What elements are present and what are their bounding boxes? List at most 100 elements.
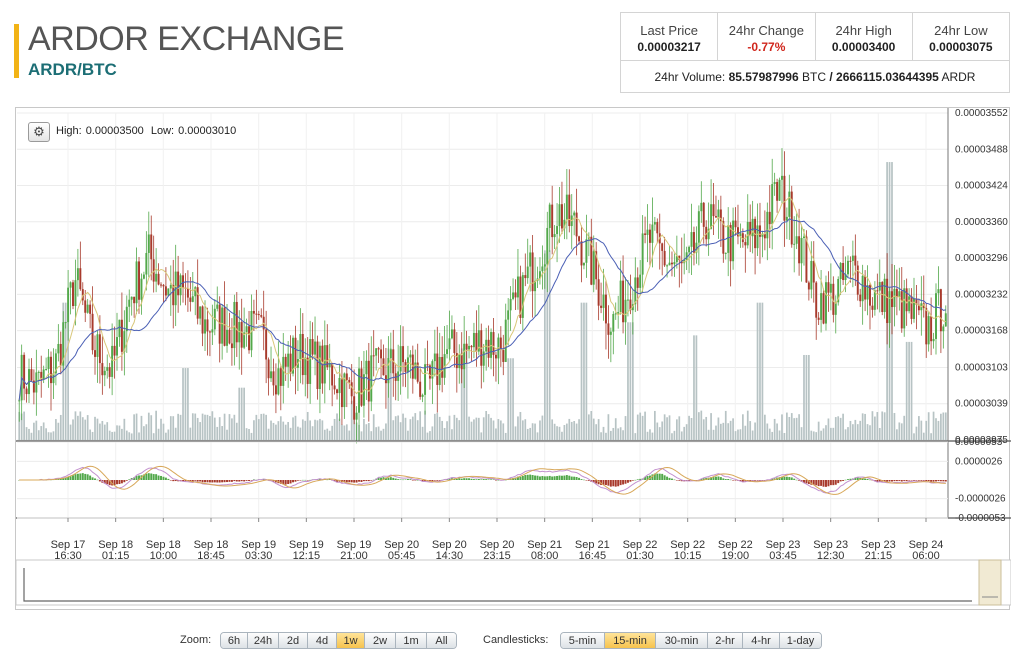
zoom-button-1m[interactable]: 1m	[396, 633, 427, 648]
volume-bar	[421, 426, 424, 440]
zoom-button-24h[interactable]: 24h	[248, 633, 279, 648]
macd-histogram-bar	[199, 480, 202, 482]
candle-button-1day[interactable]: 1-day	[780, 633, 821, 648]
macd-histogram-bar	[556, 475, 559, 480]
macd-histogram-bar	[722, 478, 725, 480]
candle-body	[169, 285, 172, 289]
candle-body	[238, 322, 241, 343]
gear-icon[interactable]: ⚙	[28, 122, 50, 142]
candle-body	[372, 355, 375, 357]
candle-body	[876, 290, 879, 292]
volume-bar	[724, 410, 727, 440]
candle-body	[560, 204, 563, 229]
candle-body	[455, 353, 458, 369]
candle-body	[32, 380, 35, 393]
volume-bar	[844, 429, 847, 440]
candle-body	[106, 367, 109, 371]
volume-bar	[267, 428, 270, 440]
candle-body	[365, 360, 368, 375]
macd-histogram-bar	[732, 480, 735, 481]
candle-body	[661, 243, 664, 251]
volume-bar	[33, 422, 35, 440]
candle-body	[409, 354, 412, 358]
candle-body	[558, 204, 561, 227]
macd-histogram-bar	[622, 480, 625, 485]
candle-button-2hr[interactable]: 2-hr	[708, 633, 743, 648]
volume-bar	[69, 424, 72, 440]
macd-histogram-bar	[827, 480, 830, 487]
candle-body	[494, 354, 497, 359]
zoom-button-6h[interactable]: 6h	[221, 633, 248, 648]
macd-histogram-bar	[455, 478, 458, 480]
macd-histogram-bar	[864, 478, 867, 480]
zoom-button-all[interactable]: All	[427, 633, 456, 648]
macd-histogram-bar	[675, 480, 678, 481]
volume-bar	[323, 429, 326, 440]
candle-body	[803, 236, 805, 239]
candle-button-30min[interactable]: 30-min	[656, 633, 708, 648]
volume-bar	[539, 420, 541, 440]
candle-body	[521, 275, 524, 318]
x-tick-day-label: Sep 18	[146, 539, 181, 551]
macd-histogram-bar	[568, 475, 571, 480]
macd-histogram-bar	[182, 480, 184, 482]
x-tick-day-label: Sep 18	[194, 539, 229, 551]
volume-bar	[101, 420, 104, 440]
price-chart-svg[interactable]: 0.00003552 0.00003488 0.00003424 0.00003360…	[16, 108, 1011, 611]
macd-histogram-bar	[213, 480, 216, 483]
candle-body	[626, 299, 629, 301]
candle-body	[235, 301, 238, 343]
volume-bar	[30, 432, 33, 440]
macd-histogram-bar	[651, 474, 654, 480]
slow-moving-average-line	[18, 218, 946, 401]
price-chart-container[interactable]: 0.00003552 0.00003488 0.00003424 0.00003360…	[15, 107, 1011, 611]
zoom-button-2w[interactable]: 2w	[365, 633, 396, 648]
macd-histogram-bar	[169, 480, 172, 481]
volume-bar	[42, 422, 45, 440]
candle-body	[837, 278, 840, 303]
candle-body	[871, 305, 874, 310]
candle-body	[788, 191, 791, 217]
candle-button-5min[interactable]: 5-min	[561, 633, 605, 648]
macd-histogram-bar	[937, 480, 940, 482]
candle-body	[717, 209, 720, 218]
macd-histogram-bar	[688, 480, 691, 481]
volume-bar	[113, 431, 116, 440]
macd-histogram-bar	[196, 480, 199, 482]
candle-body	[226, 329, 229, 346]
candle-body	[859, 294, 862, 302]
macd-histogram-bar	[910, 480, 913, 481]
macd-histogram-bar	[563, 475, 566, 480]
candle-body	[380, 349, 383, 359]
macd-histogram-bar	[908, 480, 911, 481]
macd-histogram-bar	[287, 480, 290, 484]
candle-button-15min[interactable]: 15-min	[605, 633, 656, 648]
zoom-button-1w[interactable]: 1w	[337, 633, 365, 648]
volume-bar	[497, 419, 500, 440]
macd-histogram-bar	[661, 473, 664, 480]
volume-bar	[893, 412, 896, 440]
candle-body	[162, 284, 165, 287]
candle-body	[622, 280, 625, 323]
candle-body	[309, 339, 312, 384]
zoom-button-2d[interactable]: 2d	[279, 633, 308, 648]
volume-bar	[653, 410, 656, 440]
macd-histogram-bar	[494, 480, 497, 481]
zoom-button-4d[interactable]: 4d	[308, 633, 337, 648]
candle-body	[881, 282, 884, 313]
macd-histogram-bar	[485, 479, 488, 480]
volume-bar	[690, 417, 693, 440]
candle-body	[582, 262, 585, 266]
volume-bar	[248, 428, 250, 440]
macd-histogram-bar	[553, 476, 556, 480]
candle-body	[282, 356, 285, 386]
volume-bar	[121, 428, 123, 440]
candle-body	[421, 394, 424, 397]
candle-button-4hr[interactable]: 4-hr	[743, 633, 780, 648]
candle-body	[636, 277, 639, 288]
candle-body	[463, 343, 466, 370]
candle-body	[255, 313, 258, 315]
volume-bar	[668, 415, 671, 440]
candle-body	[538, 271, 541, 279]
macd-histogram-bar	[893, 480, 896, 482]
